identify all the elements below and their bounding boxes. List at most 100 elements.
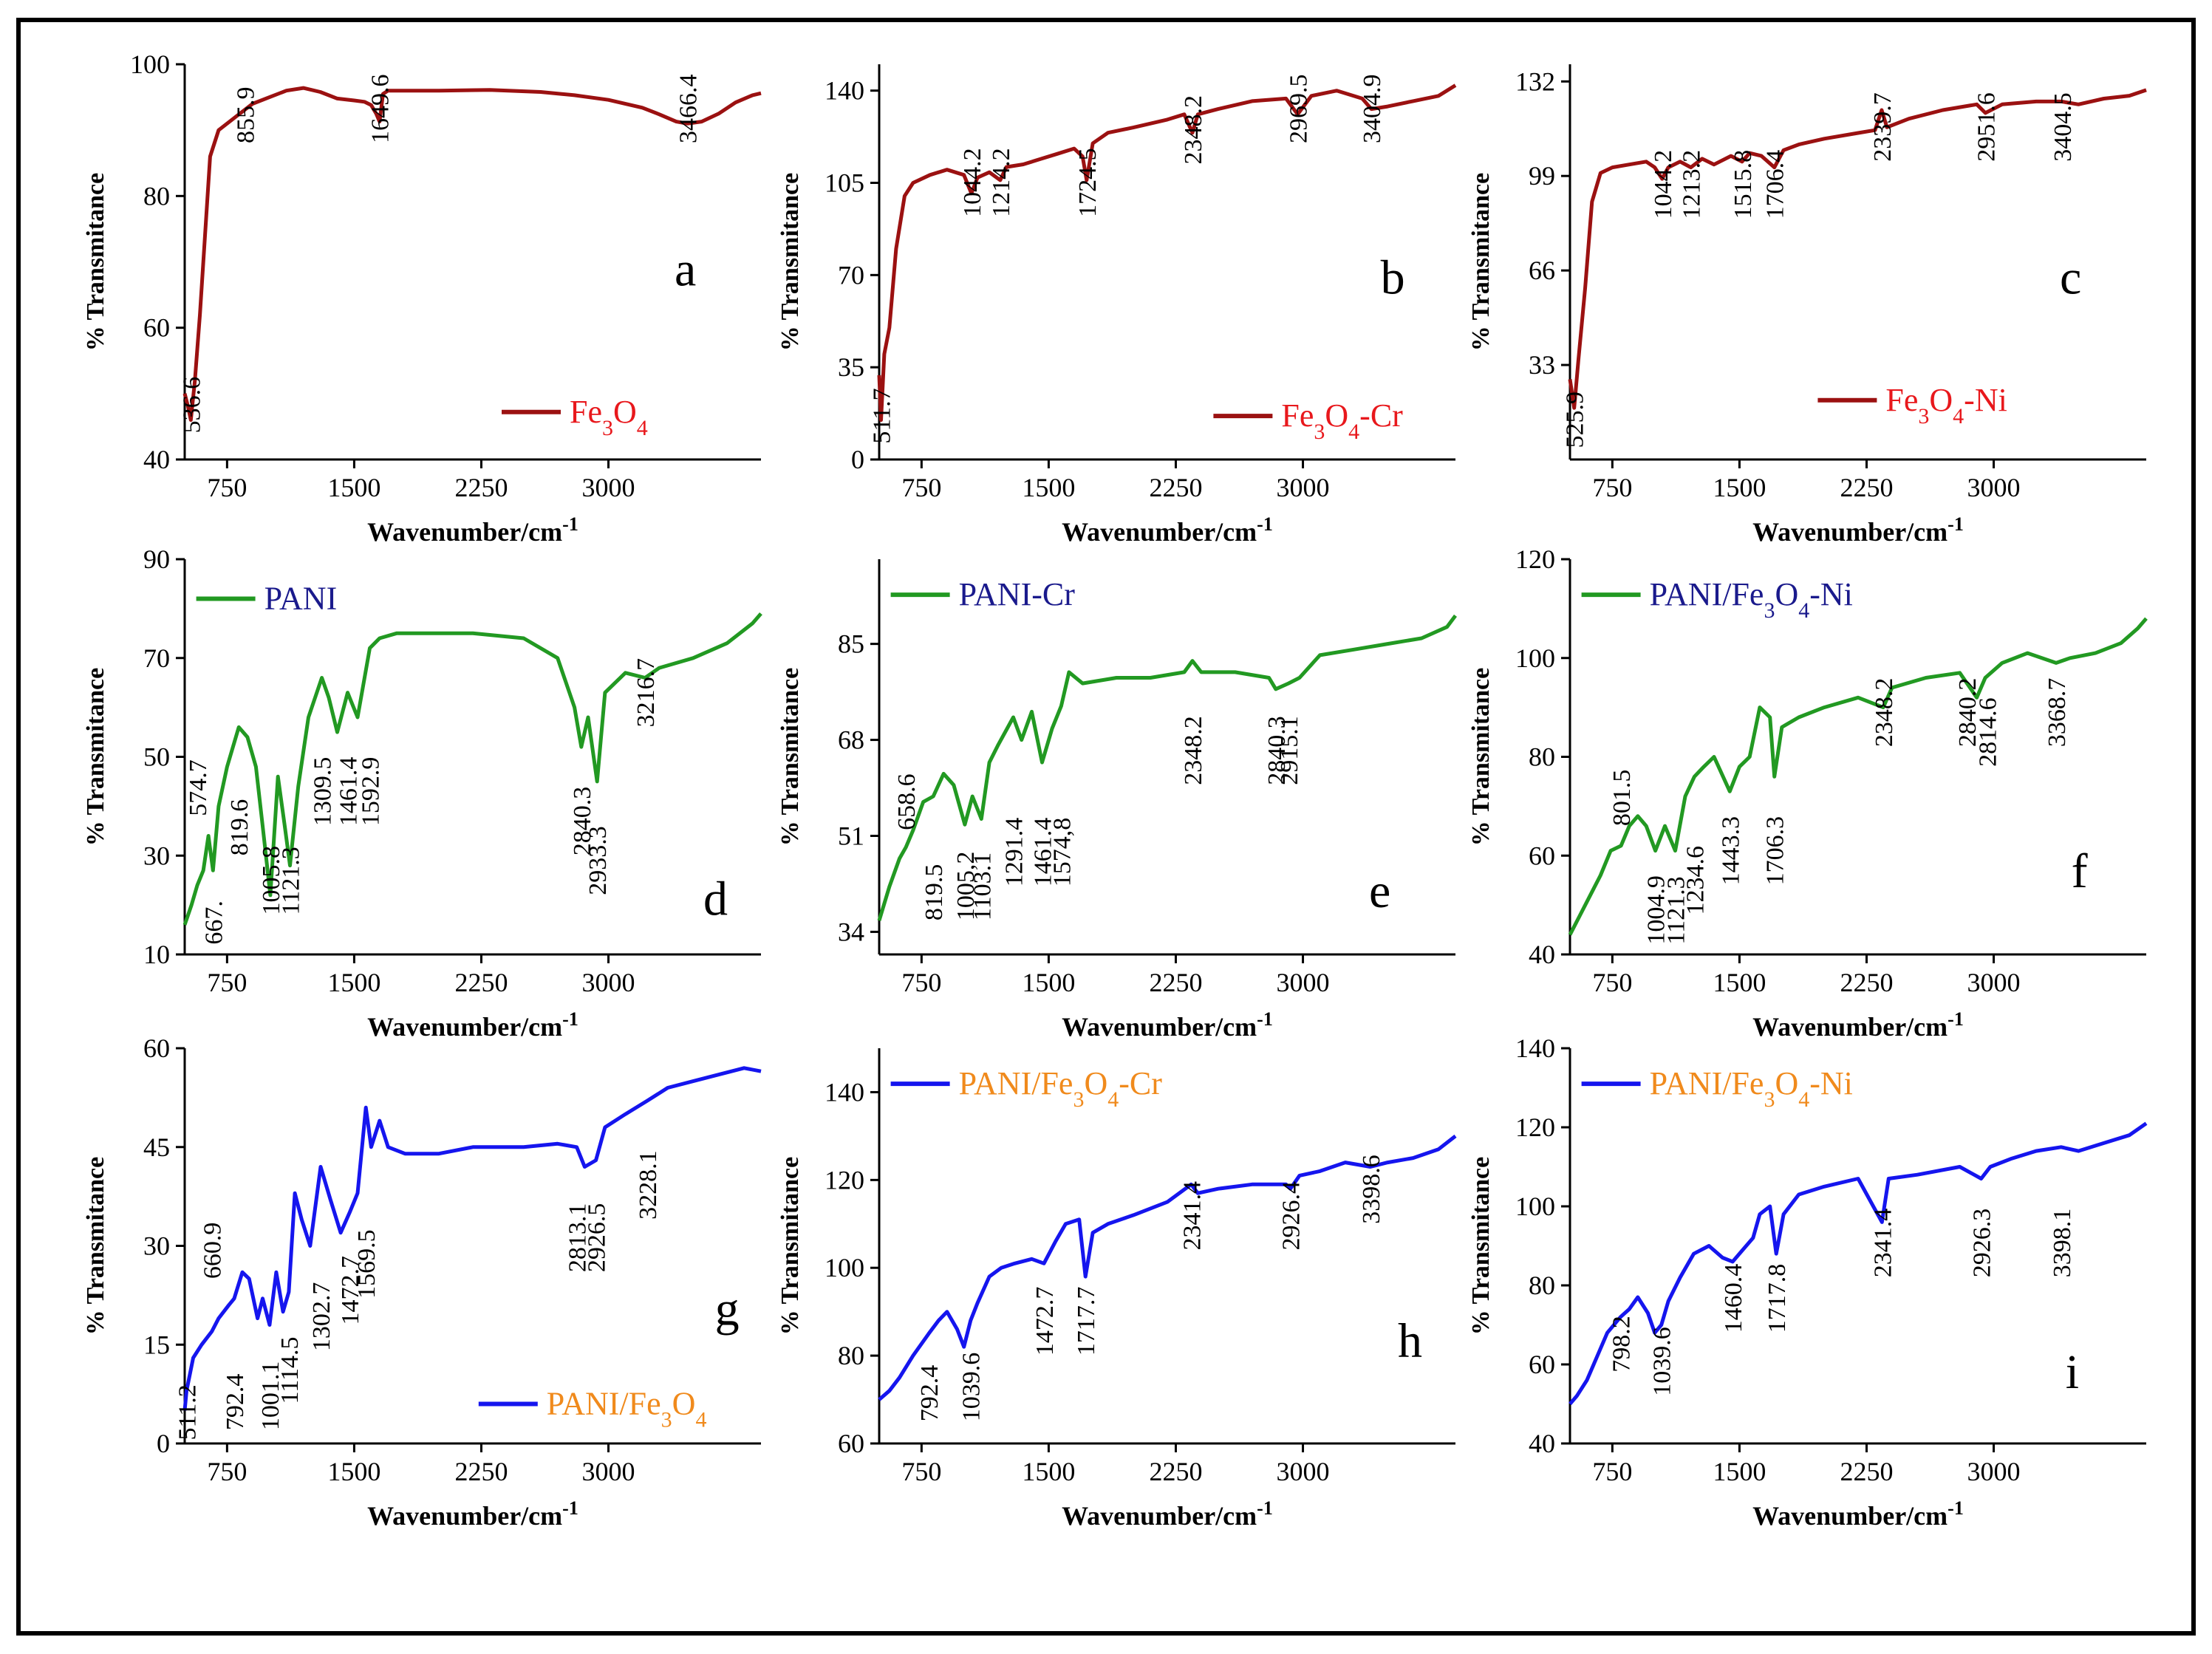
y-tick-label: 120	[1515, 544, 1555, 574]
peak-label: 1121.3	[277, 847, 304, 915]
x-tick-label: 2250	[454, 968, 508, 997]
peak-label: 1213.2	[1679, 150, 1706, 219]
peak-label: 2969.5	[1285, 75, 1312, 144]
x-tick-label: 750	[1592, 473, 1632, 502]
chart-panel-h: 60 80 100 120 140 750 1500 2250 3000 % Transmitan…	[776, 1048, 1457, 1531]
peak-label: 1569.5	[353, 1229, 380, 1299]
x-tick-label: 3000	[1277, 1457, 1330, 1486]
x-tick-label: 750	[207, 968, 247, 997]
chart-panel-e: 34 51 68 85 750 1500 2250 3000 % Transmitance Wav…	[776, 559, 1457, 1042]
y-tick-label: 80	[1529, 1271, 1555, 1300]
y-tick-label: 30	[143, 1231, 170, 1261]
x-axis-title: Wavenumber/cm-1	[367, 513, 578, 547]
panel-letter: d	[703, 872, 728, 926]
y-tick-label: 70	[838, 260, 864, 290]
legend-label: PANI/Fe3O4	[547, 1386, 707, 1432]
y-tick-label: 100	[130, 49, 170, 79]
peak-label: 660.9	[199, 1223, 227, 1279]
panel-letter: f	[2072, 844, 2088, 898]
peak-label: 2339.7	[1869, 92, 1897, 162]
y-tick-label: 60	[143, 1033, 170, 1063]
y-tick-label: 40	[1529, 1429, 1555, 1458]
x-tick-label: 750	[207, 473, 247, 502]
x-tick-label: 3000	[1967, 968, 2021, 997]
y-tick-label: 30	[143, 841, 170, 870]
y-axis-title: % Transmitance	[1467, 173, 1495, 351]
peak-label: 801.5	[1608, 770, 1636, 827]
y-tick-label: 132	[1515, 66, 1555, 96]
x-tick-label: 2250	[1840, 968, 1893, 997]
peak-label: 792.4	[222, 1374, 249, 1431]
panel-letter: b	[1381, 250, 1405, 304]
peak-label: 3368.7	[2044, 678, 2071, 748]
y-tick-label: 99	[1529, 161, 1555, 191]
y-tick-label: 35	[838, 352, 864, 382]
peak-label: 1214.2	[988, 148, 1015, 217]
peak-label: 2813.1	[564, 1203, 592, 1273]
legend-label: Fe3O4-Ni	[1885, 382, 2007, 428]
x-tick-label: 1500	[327, 473, 380, 502]
y-tick-label: 60	[143, 313, 170, 343]
y-tick-label: 100	[1515, 643, 1555, 673]
peak-label: 1472.7	[1031, 1287, 1059, 1356]
peak-label: 2840.3	[1263, 716, 1291, 785]
y-tick-label: 40	[1529, 940, 1555, 969]
peak-label: 536.6	[178, 377, 205, 434]
y-tick-label: 140	[825, 76, 864, 106]
peak-label: 2951.6	[1973, 92, 2000, 162]
legend-label: Fe3O4-Cr	[1281, 397, 1403, 444]
peak-label: 3466.4	[675, 75, 702, 144]
series-line-d	[182, 612, 762, 926]
x-axis-title: Wavenumber/cm-1	[1752, 1008, 1964, 1042]
x-tick-label: 750	[1592, 968, 1632, 997]
x-tick-label: 3000	[1277, 968, 1330, 997]
peak-label: 1443.3	[1717, 816, 1744, 886]
peak-label: 1460.4	[1720, 1264, 1747, 1333]
x-tick-label: 750	[207, 1457, 247, 1486]
y-tick-label: 140	[1515, 1033, 1555, 1063]
x-tick-label: 3000	[582, 473, 635, 502]
y-tick-label: 100	[825, 1253, 864, 1282]
peak-label: 511.2	[174, 1384, 202, 1440]
y-axis-title: % Transmitance	[82, 668, 109, 846]
x-tick-label: 1500	[1022, 1457, 1075, 1486]
y-tick-label: 66	[1529, 256, 1555, 285]
y-tick-label: 100	[1515, 1192, 1555, 1221]
legend-label: PANI/Fe3O4-Cr	[959, 1065, 1163, 1112]
peak-label: 1039.6	[958, 1353, 986, 1422]
x-axis-title: Wavenumber/cm-1	[1752, 1497, 1964, 1531]
peak-label: 2926.5	[584, 1203, 611, 1273]
chart-panel-a: 40 60 80 100 750 1500 2250 3000 % Transmitance Wa…	[82, 49, 762, 547]
peak-label: 1044.2	[959, 148, 986, 217]
x-tick-label: 1500	[1713, 968, 1766, 997]
peak-label: 1515.8	[1730, 150, 1757, 219]
y-axis-title: % Transmitance	[776, 1157, 804, 1335]
y-axis-title: % Transmitance	[776, 173, 804, 351]
peak-label: 1472.7	[337, 1256, 364, 1325]
peak-label: 1706.3	[1762, 816, 1789, 886]
chart-panel-c: 33 66 99 132 750 1500 2250 3000 % Transmitance Wa…	[1467, 64, 2147, 547]
y-tick-label: 140	[825, 1077, 864, 1107]
x-axis-title: Wavenumber/cm-1	[367, 1497, 578, 1531]
y-tick-label: 34	[838, 917, 864, 946]
legend-label: PANI	[264, 581, 338, 617]
peak-label: 3404.5	[2049, 92, 2077, 162]
peak-label: 1649.6	[367, 75, 395, 144]
panel-letter: a	[675, 243, 696, 297]
y-axis-title: % Transmitance	[82, 1157, 109, 1335]
legend-label: PANI-Cr	[959, 576, 1076, 612]
peak-label: 2933.3	[584, 826, 612, 895]
peak-label: 3404.9	[1359, 75, 1386, 144]
x-tick-label: 3000	[1967, 473, 2021, 502]
peak-label: 1005.8	[258, 846, 285, 915]
y-tick-label: 105	[825, 168, 864, 198]
peak-label: 2814.6	[1974, 697, 2001, 767]
y-tick-label: 60	[838, 1429, 864, 1458]
x-tick-label: 1500	[1022, 473, 1075, 502]
y-tick-label: 45	[143, 1132, 170, 1162]
chart-panel-d: 10 30 50 70 90 750 1500 2250 3000 % Transmitance W…	[82, 544, 762, 1042]
y-tick-label: 0	[157, 1429, 170, 1458]
peak-label: 1291.4	[1000, 818, 1028, 887]
peak-label: 667.	[200, 901, 228, 945]
